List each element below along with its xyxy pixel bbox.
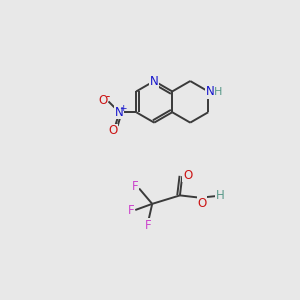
Text: -: -: [106, 90, 110, 103]
Text: +: +: [119, 104, 127, 113]
Text: F: F: [132, 180, 139, 193]
Text: O: O: [183, 169, 192, 182]
Text: F: F: [145, 219, 152, 232]
Text: N: N: [206, 85, 214, 98]
Text: N: N: [115, 106, 124, 119]
Text: F: F: [128, 203, 135, 217]
Text: H: H: [216, 189, 224, 202]
Text: O: O: [98, 94, 108, 107]
Text: H: H: [214, 87, 222, 97]
Text: N: N: [150, 74, 159, 88]
Text: O: O: [109, 124, 118, 137]
Text: O: O: [198, 196, 207, 210]
